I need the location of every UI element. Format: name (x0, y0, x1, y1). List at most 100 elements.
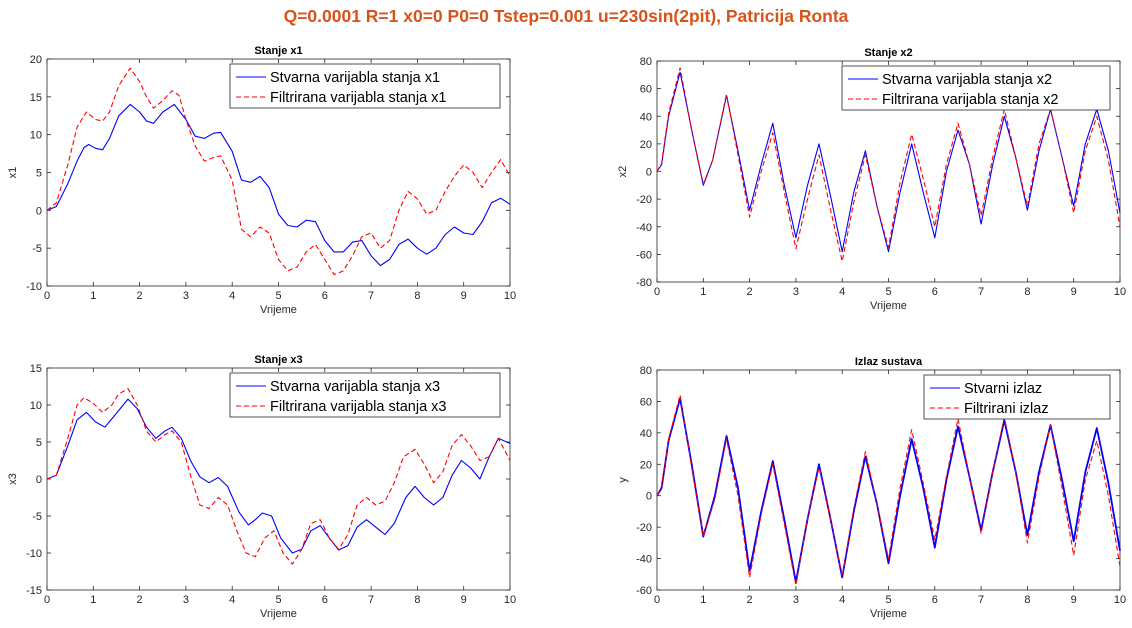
y-tick-label: 15 (30, 363, 42, 375)
x-tick-label: 7 (978, 286, 984, 298)
x-tick-label: 7 (368, 594, 374, 606)
y-tick-label: -10 (26, 281, 42, 293)
series-line-stvarni-izlaz (656, 397, 1121, 583)
legend: Stvarna varijabla stanja x1 Filtrirana va… (229, 63, 501, 109)
y-tick-label: 40 (640, 428, 652, 440)
legend-label: Stvarna varijabla stanja x2 (882, 72, 1052, 88)
legend-box (229, 63, 501, 109)
x-tick-label: 9 (1071, 286, 1077, 298)
y-tick-label: 20 (640, 139, 652, 151)
y-tick-label: -80 (636, 277, 652, 289)
y-tick-label: 60 (640, 396, 652, 408)
x-tick-label: 3 (183, 594, 189, 606)
x-tick-label: 3 (183, 290, 189, 302)
legend: Stvarni izlaz Filtrirani izlaz (923, 374, 1111, 420)
y-tick-label: 0 (36, 205, 42, 217)
y-tick-label: 15 (30, 92, 42, 104)
x-tick-label: 9 (1071, 594, 1077, 606)
x-tick-label: 4 (229, 290, 235, 302)
y-tick-label: -40 (636, 554, 652, 566)
series-line-stvarna-varijabla-stanja-x3 (46, 398, 511, 554)
y-axis-label: x1 (7, 167, 19, 179)
y-tick-label: -5 (32, 243, 42, 255)
figure-title: Q=0.0001 R=1 x0=0 P0=0 Tstep=0.001 u=230… (283, 6, 849, 26)
x-tick-label: 10 (1114, 286, 1126, 298)
y-tick-label: 0 (646, 491, 652, 503)
x-tick-label: 7 (368, 290, 374, 302)
x-axis-label: Vrijeme (260, 608, 297, 620)
y-axis-label: x2 (617, 166, 629, 178)
x-tick-label: 10 (504, 594, 516, 606)
x-tick-label: 6 (322, 290, 328, 302)
x-tick-label: 6 (932, 594, 938, 606)
y-tick-label: 40 (640, 111, 652, 123)
y-tick-label: -60 (636, 585, 652, 597)
x-tick-label: 9 (461, 290, 467, 302)
x-tick-label: 0 (44, 290, 50, 302)
x-tick-label: 5 (275, 290, 281, 302)
y-tick-label: 80 (640, 365, 652, 377)
legend-label: Stvarna varijabla stanja x1 (270, 70, 440, 86)
y-tick-label: -20 (636, 522, 652, 534)
x-tick-label: 1 (700, 594, 706, 606)
plot-izlaz-sustava: 0 1 2 3 4 5 6 7 8 9 10 -60 -40 -20 0 20 40 60 80 Izlaz sust… (617, 356, 1126, 620)
x-tick-label: 0 (654, 594, 660, 606)
x-tick-label: 10 (504, 290, 516, 302)
x-tick-label: 4 (229, 594, 235, 606)
plot-title: Stanje x1 (254, 45, 302, 57)
x-tick-label: 10 (1114, 594, 1126, 606)
x-tick-label: 2 (747, 286, 753, 298)
x-tick-label: 8 (1024, 594, 1030, 606)
series-line-stvarna-varijabla-stanja-x1 (46, 103, 511, 267)
x-axis-label: Vrijeme (260, 304, 297, 316)
x-tick-label: 1 (700, 286, 706, 298)
x-tick-label: 5 (885, 594, 891, 606)
legend-label: Stvarna varijabla stanja x3 (270, 379, 440, 395)
x-tick-label: 3 (793, 286, 799, 298)
x-tick-label: 6 (322, 594, 328, 606)
x-tick-label: 6 (932, 286, 938, 298)
x-tick-label: 9 (461, 594, 467, 606)
x-axis-label: Vrijeme (870, 608, 907, 620)
y-tick-label: 60 (640, 84, 652, 96)
x-tick-label: 5 (275, 594, 281, 606)
x-tick-label: 4 (839, 594, 845, 606)
x-tick-label: 1 (90, 594, 96, 606)
x-tick-label: 7 (978, 594, 984, 606)
y-tick-label: 0 (646, 167, 652, 179)
y-axis-label: y (617, 477, 629, 483)
y-tick-label: -5 (32, 511, 42, 523)
legend-label: Filtrirana varijabla stanja x2 (882, 92, 1059, 108)
plot-title: Stanje x2 (864, 47, 912, 59)
x-tick-label: 2 (747, 594, 753, 606)
y-tick-label: 80 (640, 56, 652, 68)
y-axis-label: x3 (7, 473, 19, 485)
x-tick-label: 5 (885, 286, 891, 298)
y-tick-label: 5 (36, 437, 42, 449)
x-axis-label: Vrijeme (870, 300, 907, 312)
x-tick-label: 8 (414, 290, 420, 302)
legend-label: Filtrirana varijabla stanja x1 (270, 90, 447, 106)
series-line-filtrirana-varijabla-stanja-x3 (46, 388, 511, 565)
y-tick-label: 0 (36, 474, 42, 486)
x-tick-label: 0 (44, 594, 50, 606)
y-tick-label: 10 (30, 130, 42, 142)
plot-stanje-x1: 0 1 2 3 4 5 6 7 8 9 10 -10 -5 0 5 10 15 20 Stanje x1 Vrijem… (7, 45, 516, 316)
series-line-filtrirana-varijabla-stanja-x1 (46, 67, 511, 276)
y-tick-label: 20 (640, 459, 652, 471)
x-tick-label: 4 (839, 286, 845, 298)
plot-stanje-x2: 0 1 2 3 4 5 6 7 8 9 10 -80 -60 -40 -20 0 20 40 60 80 Stanje … (617, 47, 1126, 312)
legend: Stvarna varijabla stanja x3 Filtrirana va… (229, 372, 501, 418)
x-tick-label: 1 (90, 290, 96, 302)
y-tick-label: -10 (26, 548, 42, 560)
legend: Stvarna varijabla stanja x2 Filtrirana va… (841, 65, 1111, 111)
series-line-filtrirana-varijabla-stanja-x2 (656, 67, 1121, 262)
plot-title: Stanje x3 (254, 354, 302, 366)
legend-box (229, 372, 501, 418)
y-tick-label: 10 (30, 400, 42, 412)
series-line-filtrirani-izlaz (656, 394, 1121, 586)
y-tick-label: -60 (636, 249, 652, 261)
x-tick-label: 3 (793, 594, 799, 606)
legend-label: Stvarni izlaz (964, 381, 1042, 397)
